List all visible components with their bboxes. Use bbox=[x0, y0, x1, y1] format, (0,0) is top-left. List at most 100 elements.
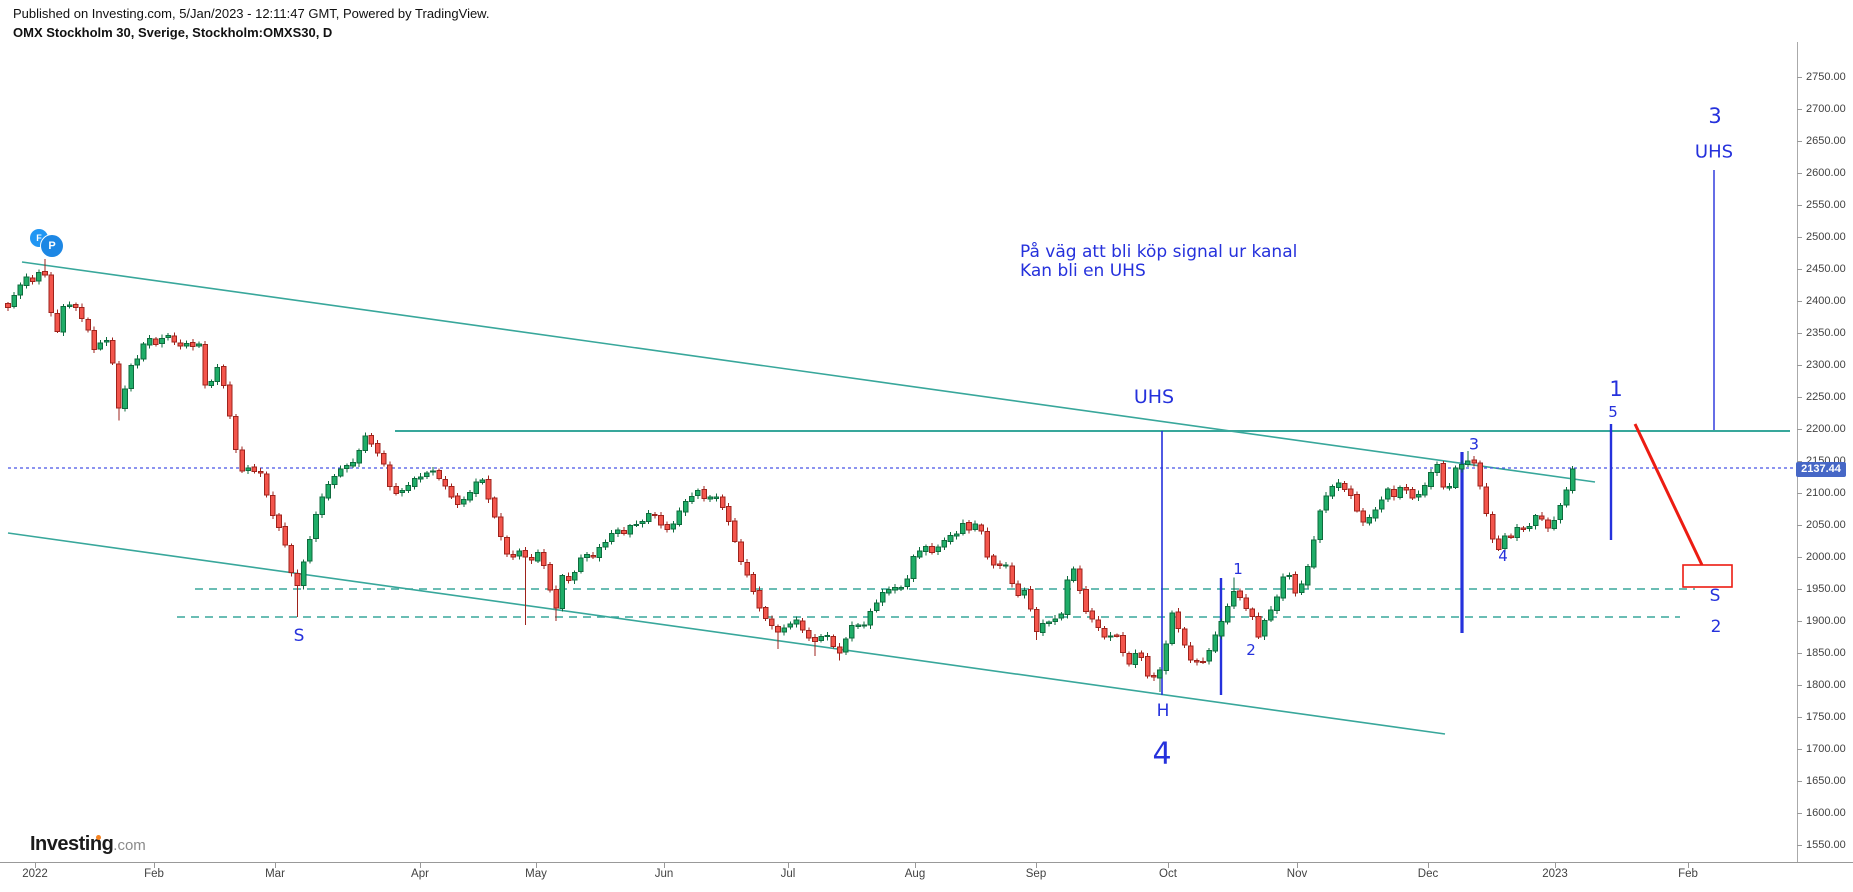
price-tick-label: 2300.00 bbox=[1806, 359, 1846, 371]
channel-upper-line[interactable] bbox=[21, 261, 1596, 483]
month-label: Nov bbox=[1286, 868, 1308, 880]
price-axis-line[interactable] bbox=[1797, 42, 1798, 862]
month-label: Jul bbox=[780, 868, 796, 880]
price-tick-mark bbox=[1797, 749, 1802, 750]
author-avatar[interactable]: F P bbox=[30, 227, 64, 258]
price-tick-mark bbox=[1797, 845, 1802, 846]
price-tick-mark bbox=[1797, 397, 1802, 398]
month-tick-mark bbox=[420, 862, 421, 868]
label-wave-5[interactable]: 5 bbox=[1608, 403, 1618, 421]
price-tick-mark bbox=[1797, 525, 1802, 526]
month-tick-mark bbox=[1555, 862, 1556, 868]
price-tick-label: 2450.00 bbox=[1806, 263, 1846, 275]
avatar-letter-p: P bbox=[40, 234, 64, 258]
label-wave-4[interactable]: 4 bbox=[1498, 547, 1508, 565]
price-tick-label: 1950.00 bbox=[1806, 583, 1846, 595]
price-tick-label: 2550.00 bbox=[1806, 199, 1846, 211]
price-tick-label: 2400.00 bbox=[1806, 295, 1846, 307]
price-tick-label: 2000.00 bbox=[1806, 551, 1846, 563]
price-tick-mark bbox=[1797, 493, 1802, 494]
month-tick-mark bbox=[154, 862, 155, 868]
price-tick-label: 2250.00 bbox=[1806, 391, 1846, 403]
label-wave-3[interactable]: 3 bbox=[1468, 434, 1480, 454]
label-uhs-target[interactable]: UHS bbox=[1694, 141, 1734, 163]
month-label: Mar bbox=[265, 868, 285, 880]
price-tick-label: 2200.00 bbox=[1806, 423, 1846, 435]
price-tick-mark bbox=[1797, 77, 1802, 78]
label-target-s[interactable]: S bbox=[1709, 586, 1721, 606]
month-label: 2022 bbox=[22, 868, 48, 880]
price-tick-mark bbox=[1797, 685, 1802, 686]
published-on-text: Published on Investing.com, 5/Jan/2023 -… bbox=[13, 6, 490, 21]
target-box[interactable] bbox=[1682, 564, 1733, 588]
price-tick-mark bbox=[1797, 269, 1802, 270]
month-tick-mark bbox=[915, 862, 916, 868]
price-tick-mark bbox=[1797, 109, 1802, 110]
month-label: Feb bbox=[144, 868, 164, 880]
price-tick-mark bbox=[1797, 717, 1802, 718]
price-tick-label: 2100.00 bbox=[1806, 487, 1846, 499]
price-tick-mark bbox=[1797, 621, 1802, 622]
price-tick-mark bbox=[1797, 205, 1802, 206]
analyst-note-line2: Kan bli en UHS bbox=[1020, 261, 1146, 281]
investing-logo-suffix: .com bbox=[113, 837, 146, 854]
price-tick-mark bbox=[1797, 237, 1802, 238]
month-tick-mark bbox=[1428, 862, 1429, 868]
month-tick-mark bbox=[1036, 862, 1037, 868]
label-wave-1[interactable]: 1 bbox=[1609, 377, 1623, 401]
price-tick-mark bbox=[1797, 173, 1802, 174]
month-label: Aug bbox=[904, 868, 926, 880]
analyst-note[interactable]: På väg att bli köp signal ur kanal Kan b… bbox=[1020, 243, 1297, 281]
label-head-h[interactable]: H bbox=[1156, 701, 1170, 721]
price-tick-mark bbox=[1797, 589, 1802, 590]
price-tick-label: 1800.00 bbox=[1806, 679, 1846, 691]
month-label: May bbox=[525, 868, 547, 880]
month-tick-mark bbox=[1168, 862, 1169, 868]
price-tick-mark bbox=[1797, 141, 1802, 142]
price-tick-label: 1550.00 bbox=[1806, 839, 1846, 851]
red-projection-line[interactable] bbox=[1633, 423, 1704, 566]
label-shoulder-2[interactable]: 2 bbox=[1246, 641, 1256, 659]
price-tick-mark bbox=[1797, 813, 1802, 814]
analyst-note-line1: På väg att bli köp signal ur kanal bbox=[1020, 242, 1298, 262]
candlestick-series bbox=[5, 258, 1576, 693]
price-tick-label: 1850.00 bbox=[1806, 647, 1846, 659]
month-tick-mark bbox=[536, 862, 537, 868]
label-shoulder-1[interactable]: 1 bbox=[1233, 560, 1243, 578]
time-axis-line[interactable] bbox=[0, 862, 1853, 863]
month-tick-mark bbox=[1297, 862, 1298, 868]
month-label: Sep bbox=[1025, 868, 1047, 880]
price-tick-mark bbox=[1797, 653, 1802, 654]
month-label: Oct bbox=[1159, 868, 1177, 880]
month-tick-mark bbox=[1688, 862, 1689, 868]
price-tick-label: 1700.00 bbox=[1806, 743, 1846, 755]
price-tick-label: 2350.00 bbox=[1806, 327, 1846, 339]
price-tick-label: 2050.00 bbox=[1806, 519, 1846, 531]
label-march-s[interactable]: S bbox=[293, 626, 305, 646]
price-tick-mark bbox=[1797, 333, 1802, 334]
last-price-badge: 2137.44 bbox=[1796, 462, 1846, 478]
label-uhs-target-3[interactable]: 3 bbox=[1708, 104, 1722, 128]
channel-lower-line[interactable] bbox=[7, 532, 1446, 735]
label-uhs-neckline[interactable]: UHS bbox=[1133, 386, 1175, 408]
month-label: 2023 bbox=[1542, 868, 1568, 880]
price-tick-label: 2500.00 bbox=[1806, 231, 1846, 243]
price-tick-mark bbox=[1797, 781, 1802, 782]
price-tick-mark bbox=[1797, 301, 1802, 302]
price-tick-label: 2700.00 bbox=[1806, 103, 1846, 115]
price-tick-label: 2750.00 bbox=[1806, 71, 1846, 83]
price-tick-label: 1600.00 bbox=[1806, 807, 1846, 819]
price-tick-label: 2600.00 bbox=[1806, 167, 1846, 179]
label-target-2[interactable]: 2 bbox=[1710, 617, 1722, 637]
month-tick-mark bbox=[35, 862, 36, 868]
price-tick-label: 1900.00 bbox=[1806, 615, 1846, 627]
price-tick-label: 2650.00 bbox=[1806, 135, 1846, 147]
month-label: Dec bbox=[1417, 868, 1439, 880]
label-wave4-big[interactable]: 4 bbox=[1152, 736, 1172, 772]
month-label: Apr bbox=[411, 868, 429, 880]
investing-logo: Investing.com bbox=[30, 833, 146, 856]
instrument-title: OMX Stockholm 30, Sverige, Stockholm:OMX… bbox=[13, 25, 333, 40]
month-label: Feb bbox=[1678, 868, 1698, 880]
investing-logo-orange-dot bbox=[96, 835, 101, 840]
